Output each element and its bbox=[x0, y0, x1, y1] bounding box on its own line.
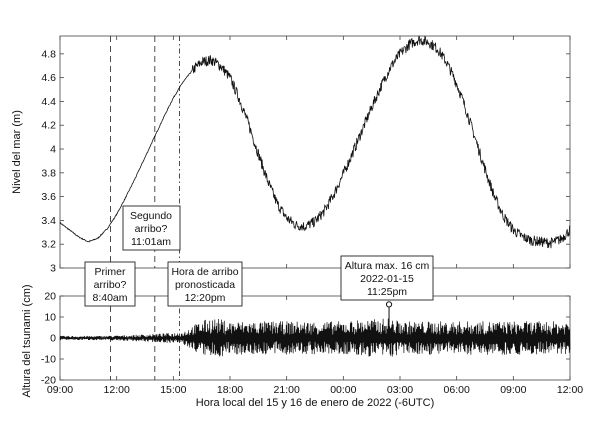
x-tick-label: 09:00 bbox=[47, 384, 73, 396]
svg-text:arribo?: arribo? bbox=[94, 279, 127, 291]
tsunami-y-tick-label: 0 bbox=[50, 333, 56, 345]
svg-text:12:20pm: 12:20pm bbox=[185, 292, 226, 304]
sea-level-y-ticks: 3 3.2 3.4 3.6 3.8 4 4.2 4.4 4.6 4.8 bbox=[41, 48, 570, 275]
x-tick-label: 15:00 bbox=[160, 384, 186, 396]
sea-level-y-tick-label: 3 bbox=[50, 263, 56, 275]
x-tick-label: 12:00 bbox=[104, 384, 130, 396]
x-tick-label: 00:00 bbox=[330, 384, 356, 396]
sea-level-y-tick-label: 3.4 bbox=[41, 215, 56, 227]
sea-level-y-tick-label: 4.4 bbox=[41, 96, 56, 108]
x-tick-label: 18:00 bbox=[217, 384, 243, 396]
svg-text:8:40am: 8:40am bbox=[92, 292, 127, 304]
x-tick-label: 03:00 bbox=[387, 384, 413, 396]
svg-text:Primer: Primer bbox=[95, 266, 126, 278]
x-tick-label: 09:00 bbox=[500, 384, 526, 396]
x-axis-label: Hora local del 15 y 16 de enero de 2022 … bbox=[196, 397, 434, 409]
svg-text:11:01am: 11:01am bbox=[131, 236, 171, 248]
sea-level-y-tick-label: 3.6 bbox=[41, 191, 56, 203]
svg-text:arribo?: arribo? bbox=[135, 223, 168, 235]
tsunami-y-ticks: -20 -10 0 10 20 bbox=[41, 291, 570, 387]
sea-level-series-line bbox=[59, 35, 571, 249]
time-x-ticks: 09:00 12:00 15:00 18:00 21:00 00:00 03:00 06:00… bbox=[47, 36, 583, 396]
svg-text:Altura max. 16 cm: Altura max. 16 cm bbox=[345, 260, 430, 272]
sea-level-y-tick-label: 4 bbox=[50, 144, 56, 156]
annotation-primer-arribo: Primer arribo? 8:40am bbox=[84, 261, 136, 307]
sea-level-y-tick-label: 4.6 bbox=[41, 72, 56, 84]
svg-text:Hora de arribo: Hora de arribo bbox=[171, 266, 238, 278]
tsunami-y-tick-label: -20 bbox=[41, 375, 56, 387]
tsunami-y-tick-label: 20 bbox=[44, 291, 56, 303]
sea-level-y-axis-label: Nivel del mar (m) bbox=[11, 110, 23, 194]
tsunami-y-axis-label: Altura del tsunami (cm) bbox=[21, 284, 33, 397]
tsunami-series-line bbox=[59, 318, 571, 357]
x-tick-label: 06:00 bbox=[444, 384, 470, 396]
sea-level-panel bbox=[59, 35, 571, 269]
sea-level-y-tick-label: 4.8 bbox=[41, 48, 56, 60]
sea-level-y-tick-label: 4.2 bbox=[41, 120, 56, 132]
x-tick-label: 21:00 bbox=[274, 384, 300, 396]
svg-text:Segundo: Segundo bbox=[130, 210, 172, 222]
annotation-altura-maxima: Altura max. 16 cm 2022-01-15 11:25pm bbox=[340, 255, 434, 301]
peak-marker bbox=[385, 301, 393, 308]
tsunami-y-tick-label: -10 bbox=[41, 354, 56, 366]
svg-text:11:25pm: 11:25pm bbox=[367, 286, 407, 298]
x-tick-label: 12:00 bbox=[557, 384, 583, 396]
svg-text:2022-01-15: 2022-01-15 bbox=[360, 273, 414, 285]
sea-level-y-tick-label: 3.2 bbox=[41, 239, 56, 251]
annotation-segundo-arribo: Segundo arribo? 11:01am bbox=[122, 205, 181, 251]
tsunami-y-tick-label: 10 bbox=[44, 312, 56, 324]
svg-text:pronosticada: pronosticada bbox=[175, 279, 235, 291]
sea-level-y-tick-label: 3.8 bbox=[41, 167, 56, 179]
annotation-hora-pronosticada: Hora de arribo pronosticada 12:20pm bbox=[167, 261, 243, 307]
